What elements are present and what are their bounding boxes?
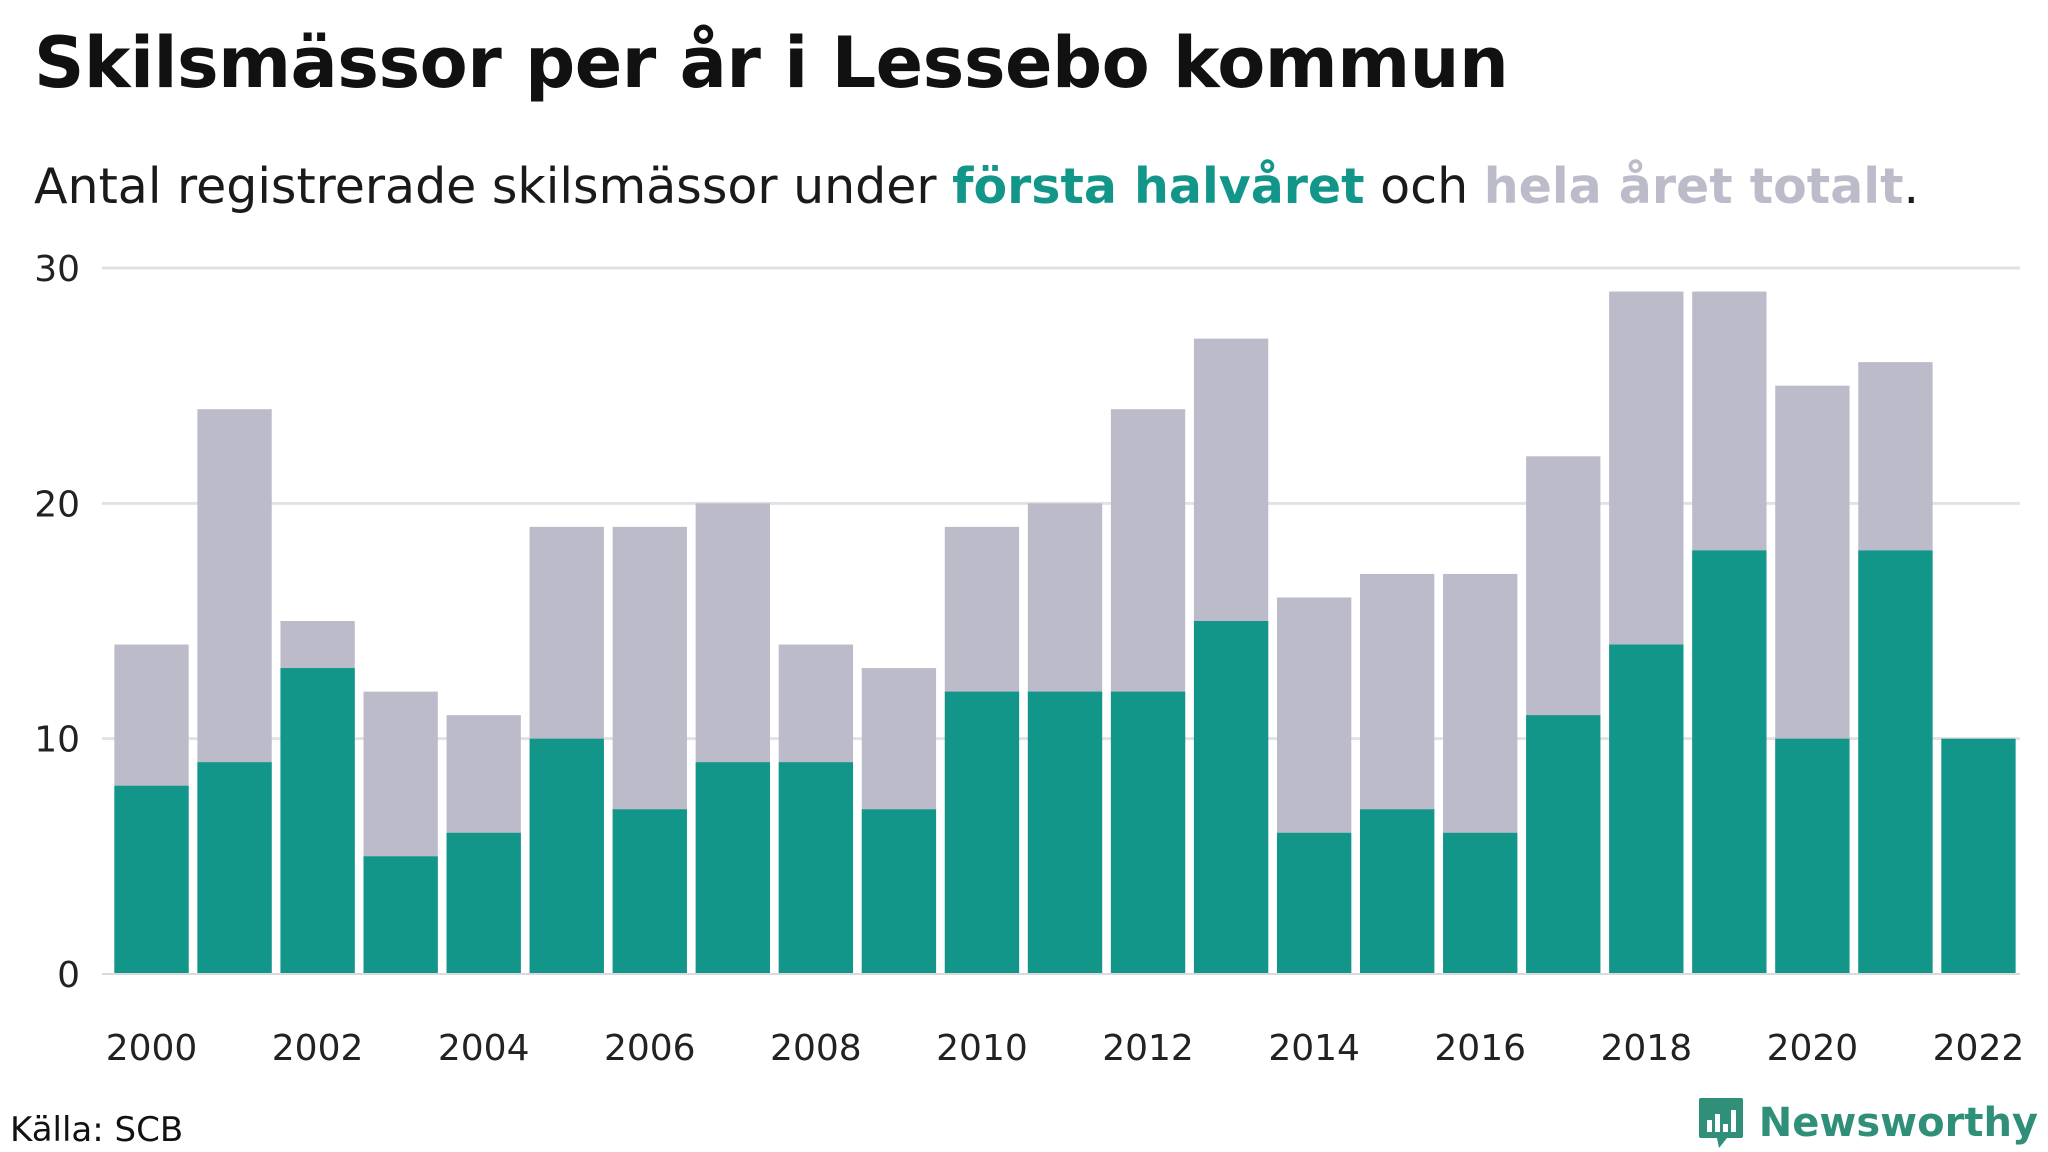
bar-first-half-2016 bbox=[1443, 832, 1518, 974]
subtitle-prefix: Antal registrerade skilsmässor under bbox=[34, 158, 953, 215]
newsworthy-logo-icon bbox=[1698, 1098, 1743, 1148]
bar-first-half-2006 bbox=[612, 809, 687, 974]
subtitle-series-full-year: hela året totalt bbox=[1483, 158, 1904, 215]
bar-first-half-2005 bbox=[529, 738, 604, 974]
brand-name: Newsworthy bbox=[1758, 1100, 2038, 1146]
source-note: Källa: SCB bbox=[10, 1110, 184, 1150]
bar-first-half-2011 bbox=[1027, 691, 1103, 974]
bar-first-half-2000 bbox=[114, 785, 189, 974]
x-tick-label-2006: 2006 bbox=[604, 1028, 696, 1069]
bar-first-half-2003 bbox=[363, 856, 438, 974]
bar-first-half-2018 bbox=[1609, 644, 1684, 974]
y-tick-label-10: 10 bbox=[34, 720, 80, 761]
x-tick-label-2020: 2020 bbox=[1767, 1028, 1859, 1069]
subtitle-series-first-half: första halvåret bbox=[952, 158, 1365, 215]
chart-subtitle: Antal registrerade skilsmässor under för… bbox=[34, 158, 1919, 215]
bar-first-half-2020 bbox=[1775, 738, 1850, 974]
y-tick-label-30: 30 bbox=[34, 249, 80, 290]
bar-first-half-2019 bbox=[1692, 550, 1767, 974]
x-tick-label-2014: 2014 bbox=[1268, 1028, 1360, 1069]
x-tick-label-2004: 2004 bbox=[438, 1028, 530, 1069]
bar-chart: 0 10 20 30 2000 2002 2004 2006 2008 2010 2012 2014 2… bbox=[34, 249, 2025, 1069]
x-tick-label-2002: 2002 bbox=[272, 1028, 364, 1069]
bar-first-half-2022 bbox=[1941, 738, 2016, 974]
x-tick-label-2008: 2008 bbox=[770, 1028, 862, 1069]
bar-first-half-2014 bbox=[1276, 832, 1352, 974]
bar-first-half-2009 bbox=[861, 809, 937, 974]
bar-first-half-2013 bbox=[1193, 621, 1269, 974]
x-tick-label-2012: 2012 bbox=[1102, 1028, 1194, 1069]
x-tick-label-2022: 2022 bbox=[1933, 1028, 2025, 1069]
x-tick-label-2018: 2018 bbox=[1600, 1028, 1692, 1069]
bar-first-half-2001 bbox=[197, 762, 272, 974]
subtitle-suffix: . bbox=[1903, 158, 1920, 215]
chart-title: Skilsmässor per år i Lessebo kommun bbox=[34, 22, 1509, 104]
bar-first-half-2007 bbox=[695, 762, 770, 974]
bar-first-half-2015 bbox=[1360, 809, 1435, 974]
bar-first-half-2004 bbox=[446, 832, 521, 974]
y-tick-label-20: 20 bbox=[34, 484, 80, 525]
x-tick-label-2010: 2010 bbox=[936, 1028, 1028, 1069]
brand-logo: Newsworthy bbox=[1697, 1096, 2038, 1150]
bar-first-half-2002 bbox=[280, 668, 355, 974]
subtitle-middle: och bbox=[1364, 158, 1484, 215]
bar-first-half-2021 bbox=[1858, 550, 1933, 974]
x-tick-label-2000: 2000 bbox=[106, 1028, 198, 1069]
bar-first-half-2008 bbox=[778, 762, 854, 974]
bar-first-half-2017 bbox=[1526, 715, 1601, 974]
bar-first-half-2012 bbox=[1110, 691, 1186, 974]
bar-first-half-2010 bbox=[944, 691, 1020, 974]
x-tick-label-2016: 2016 bbox=[1434, 1028, 1526, 1069]
y-tick-label-0: 0 bbox=[57, 955, 80, 996]
